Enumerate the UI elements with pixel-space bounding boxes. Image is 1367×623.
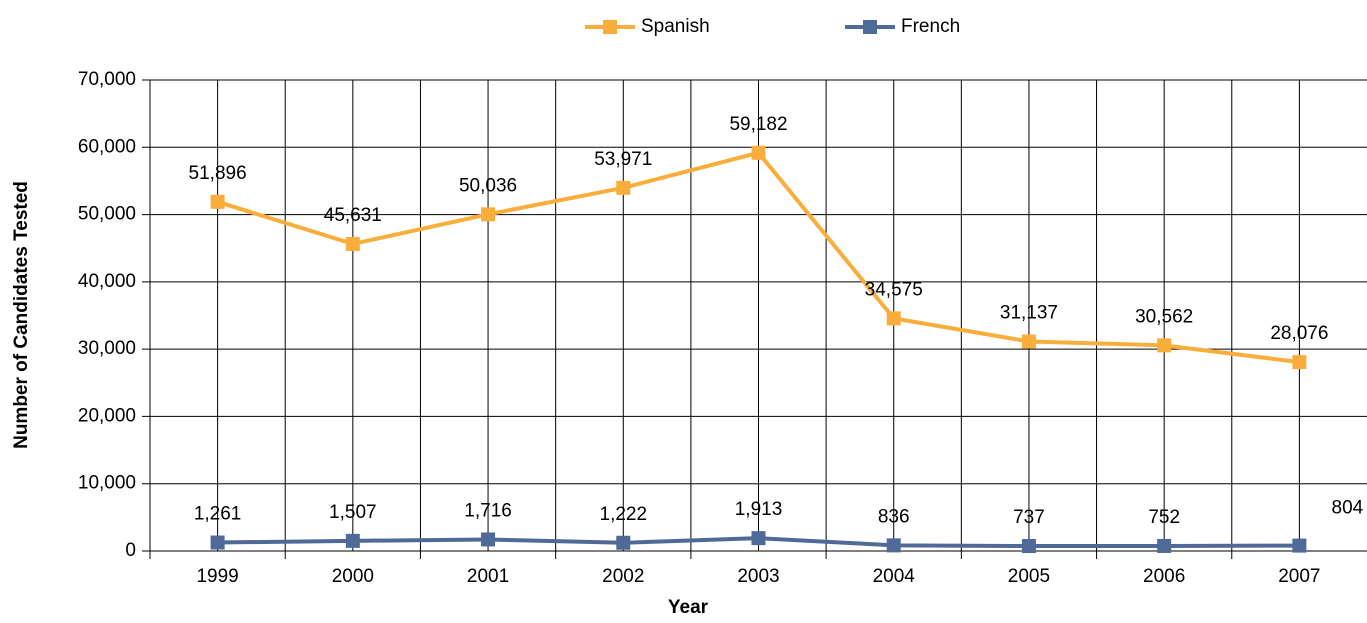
y-tick-label: 70,000	[78, 69, 136, 90]
marker	[1157, 338, 1172, 353]
x-tick-label: 2002	[602, 566, 644, 587]
data-label: 1,507	[329, 502, 377, 523]
y-tick-label: 30,000	[78, 338, 136, 359]
marker	[1292, 355, 1307, 370]
marker	[481, 207, 496, 222]
data-label: 804	[1332, 498, 1364, 519]
marker	[1157, 538, 1172, 553]
data-label: 836	[878, 506, 910, 527]
marker	[1021, 539, 1036, 554]
x-tick-label: 2007	[1278, 566, 1320, 587]
y-tick-label: 40,000	[78, 271, 136, 292]
marker	[886, 311, 901, 326]
x-tick-label: 2000	[332, 566, 374, 587]
marker	[751, 531, 766, 546]
data-label: 50,036	[459, 175, 517, 196]
data-label: 28,076	[1270, 323, 1328, 344]
marker	[616, 535, 631, 550]
y-tick-label: 10,000	[78, 473, 136, 494]
data-label: 1,261	[194, 504, 242, 525]
x-tick-label: 2006	[1143, 566, 1185, 587]
marker	[886, 538, 901, 553]
marker	[1021, 334, 1036, 349]
x-tick-label: 2003	[737, 566, 779, 587]
x-tick-label: 2001	[467, 566, 509, 587]
marker	[481, 532, 496, 547]
data-label: 30,562	[1135, 306, 1193, 327]
legend-label: Spanish	[641, 16, 710, 37]
marker	[1292, 538, 1307, 553]
marker	[210, 194, 225, 209]
marker	[345, 533, 360, 548]
marker	[751, 145, 766, 160]
legend-label: French	[901, 16, 960, 37]
data-label: 737	[1013, 507, 1045, 528]
data-label: 51,896	[189, 163, 247, 184]
x-tick-label: 2004	[873, 566, 916, 587]
data-label: 1,716	[464, 500, 512, 521]
marker	[345, 236, 360, 251]
marker	[210, 535, 225, 550]
y-tick-label: 60,000	[78, 136, 136, 157]
x-axis-label: Year	[668, 597, 709, 618]
data-label: 34,575	[865, 279, 923, 300]
y-tick-label: 0	[125, 540, 136, 561]
y-tick-label: 50,000	[78, 204, 136, 225]
x-tick-label: 1999	[196, 566, 238, 587]
data-label: 1,222	[600, 504, 648, 525]
data-label: 31,137	[1000, 303, 1058, 324]
data-label: 45,631	[324, 205, 382, 226]
y-axis-label: Number of Candidates Tested	[11, 181, 32, 449]
data-label: 1,913	[735, 499, 783, 520]
data-label: 752	[1148, 507, 1180, 528]
legend-marker	[863, 20, 877, 34]
marker	[616, 180, 631, 195]
data-label: 53,971	[594, 149, 652, 170]
legend-marker	[603, 20, 617, 34]
x-tick-label: 2005	[1008, 566, 1050, 587]
data-label: 59,182	[729, 114, 787, 135]
y-tick-label: 20,000	[78, 405, 136, 426]
